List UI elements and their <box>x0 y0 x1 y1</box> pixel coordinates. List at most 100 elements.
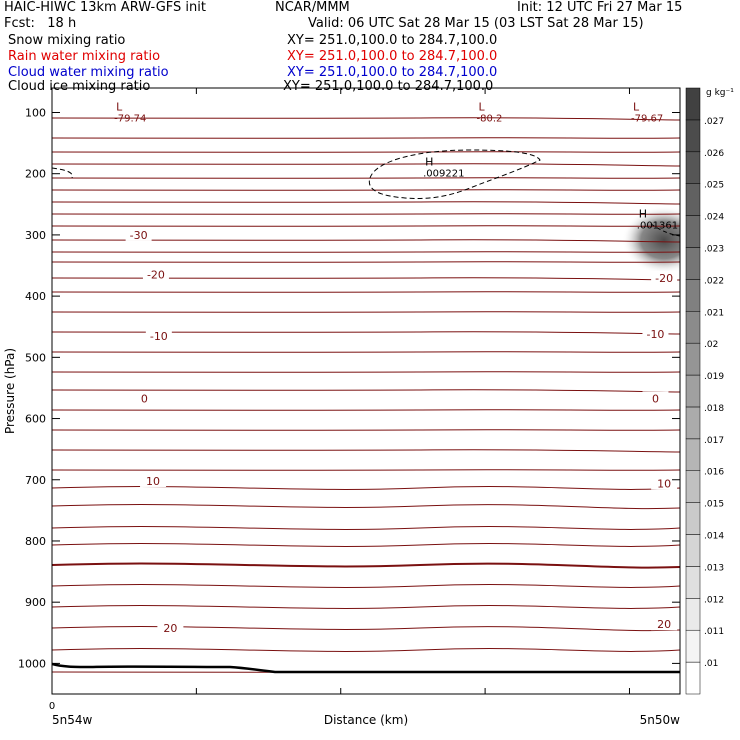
y-tick-label: 200 <box>25 168 46 181</box>
colorbar-label: .024 <box>704 213 724 223</box>
isotherm-line <box>52 251 680 253</box>
colorbar-swatch <box>685 534 701 567</box>
isotherm-line <box>52 311 680 313</box>
contour-label-bg <box>642 327 669 341</box>
isotherm-line <box>52 626 680 632</box>
extremum-marker: H <box>639 208 647 221</box>
header-fcst: Fcst: 18 h <box>4 16 77 31</box>
colorbar-label: .011 <box>704 627 724 637</box>
field-xy-cloudwater: XY= 251.0,100.0 to 284.7,100.0 <box>287 65 498 80</box>
colorbar-swatch <box>685 342 701 376</box>
colorbar-swatch <box>685 215 701 248</box>
field-xy-snow: XY= 251.0,100.0 to 284.7,100.0 <box>287 33 498 48</box>
colorbar-label: .01 <box>704 659 718 669</box>
extremum-marker: L <box>116 100 123 113</box>
isotherm-line <box>52 225 680 227</box>
contour-label-bg <box>157 620 184 634</box>
colorbar-swatch <box>685 566 701 599</box>
cloud-ice-shading <box>622 206 680 274</box>
extremum-value: -79.74 <box>114 113 146 124</box>
colorbar-swatch <box>685 87 701 121</box>
contour-label-bg <box>140 473 167 487</box>
colorbar-swatch <box>685 661 701 695</box>
isotherm-line <box>52 201 680 205</box>
colorbar-swatch <box>685 119 701 153</box>
contour-label-bg <box>125 227 152 241</box>
isotherm-line <box>52 429 680 431</box>
contour-label-bg <box>142 267 169 281</box>
header-org: NCAR/MMM <box>275 0 350 15</box>
isotherm-line <box>52 469 680 471</box>
colorbar-swatch <box>685 629 701 663</box>
isotherm-line <box>52 213 680 215</box>
field-name-cloudice: Cloud ice mixing ratio <box>8 79 151 94</box>
y-tick-label: 700 <box>25 474 46 487</box>
contour-label: -10 <box>646 328 664 341</box>
isotherm-line <box>52 605 680 609</box>
isotherm-line <box>52 277 680 281</box>
colorbar-label: .016 <box>704 468 724 478</box>
isotherm-line <box>52 137 680 139</box>
contour-label-bg <box>651 270 678 284</box>
isotherm-line <box>52 239 680 243</box>
contour-label: -20 <box>655 272 673 285</box>
header-init: Init: 12 UTC Fri 27 Mar 15 <box>517 0 683 15</box>
colorbar-label: .027 <box>704 117 724 127</box>
contour-label-bg <box>642 391 669 405</box>
field-xy-cloudice: XY= 251.0,100.0 to 284.7,100.0 <box>283 79 494 94</box>
isotherm-line <box>52 177 680 179</box>
isotherm-line <box>52 351 680 353</box>
y-tick-label: 500 <box>25 351 46 364</box>
isotherm-line <box>52 648 680 652</box>
isotherm-line <box>52 526 680 530</box>
contour-label: 0 <box>652 392 659 405</box>
colorbar-label: .019 <box>704 372 724 382</box>
colorbar-swatch <box>685 183 701 216</box>
colorbar-swatch <box>685 470 701 503</box>
isotherm-line <box>52 584 680 588</box>
field-name-cloudwater: Cloud water mixing ratio <box>8 65 169 80</box>
colorbar-label: .025 <box>704 181 724 191</box>
isotherm-line <box>52 117 680 121</box>
contour-label: 10 <box>657 477 671 490</box>
colorbar-swatch <box>685 311 701 344</box>
isotherm-line <box>52 486 680 490</box>
extremum-value: -80.2 <box>477 113 503 124</box>
header-title-left: HAIC-HIWC 13km ARW-GFS init <box>4 0 206 15</box>
isotherm-line <box>52 189 680 191</box>
colorbar-swatch <box>685 406 701 440</box>
extremum-marker: L <box>479 100 486 113</box>
colorbar-swatch <box>685 247 701 280</box>
isotherm-line <box>52 504 680 510</box>
colorbar-label: .021 <box>704 308 724 318</box>
extremum-marker: L <box>633 100 640 113</box>
extremum-value: .009221 <box>423 169 464 180</box>
mixing-ratio-contour-right <box>650 223 680 237</box>
field-name-rain: Rain water mixing ratio <box>8 49 161 64</box>
isotherm-line <box>52 163 680 167</box>
y-tick-label: 900 <box>25 596 46 609</box>
colorbar-swatch <box>685 598 701 631</box>
isotherm-line <box>52 261 680 263</box>
y-tick-label: 600 <box>25 413 46 426</box>
isotherm-line <box>52 291 680 293</box>
colorbar-label: .015 <box>704 500 724 510</box>
contour-label: -10 <box>150 330 168 343</box>
contour-label-bg <box>651 476 678 490</box>
x-tick-label: 0 <box>49 701 55 712</box>
colorbar-label: .012 <box>704 595 724 605</box>
terrain-line <box>52 662 680 674</box>
isotherm-line <box>52 449 680 453</box>
contour-label: 20 <box>657 618 671 631</box>
contour-label: 0 <box>141 392 148 405</box>
colorbar-label: .02 <box>704 340 718 350</box>
y-tick-label: 1000 <box>18 657 46 670</box>
y-tick-label: 100 <box>25 106 46 119</box>
contour-label-bg <box>131 391 158 405</box>
y-tick-label: 800 <box>25 535 46 548</box>
colorbar-label: .023 <box>704 244 724 254</box>
field-xy-rain: XY= 251.0,100.0 to 284.7,100.0 <box>287 49 498 64</box>
header-valid: Valid: 06 UTC Sat 28 Mar 15 (03 LST Sat … <box>308 16 644 31</box>
contour-label-bg <box>651 617 678 631</box>
